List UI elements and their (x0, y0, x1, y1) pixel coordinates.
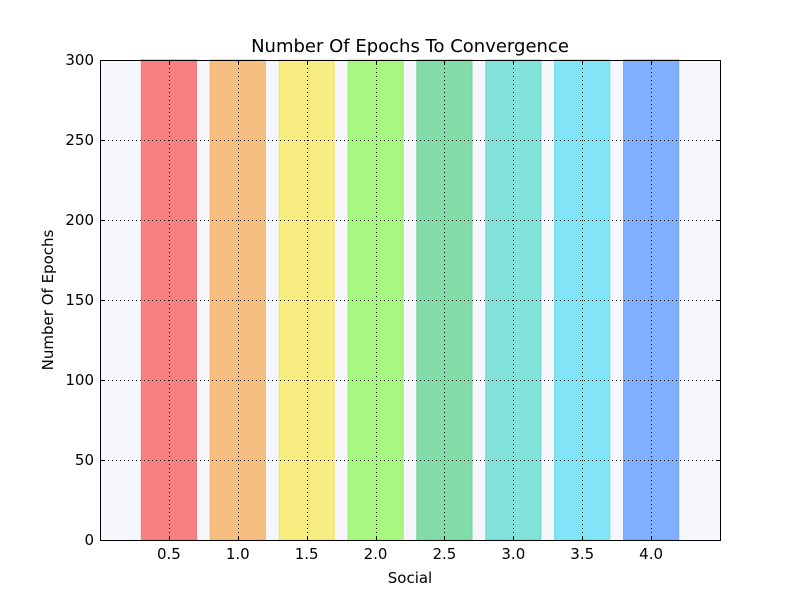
x-tick-label: 3.0 (501, 545, 525, 563)
y-tick-label: 150 (65, 291, 94, 309)
y-tick-label: 50 (75, 451, 94, 469)
bar-1.0 (209, 59, 266, 541)
x-tick-label: 2.0 (364, 545, 388, 563)
bar-1.5 (278, 59, 335, 541)
x-tick-label: 1.0 (226, 545, 250, 563)
chart-title: Number Of Epochs To Convergence (251, 36, 569, 57)
x-tick-label: 4.0 (639, 545, 663, 563)
y-tick-label: 0 (84, 531, 94, 549)
y-tick-label: 100 (65, 371, 94, 389)
y-axis-label: Number Of Epochs (39, 230, 57, 371)
x-tick-label: 2.5 (433, 545, 457, 563)
tick-labels: 0.5 1.0 1.5 2.0 2.5 3.0 3.5 4.0 0 50 100 150 200 250 3… (65, 51, 663, 563)
y-tick-label: 300 (65, 51, 94, 69)
x-tick-label: 3.5 (570, 545, 594, 563)
x-tick-label: 1.5 (295, 545, 319, 563)
y-tick-label: 200 (65, 211, 94, 229)
x-axis-label: Social (388, 569, 432, 587)
y-tick-label: 250 (65, 131, 94, 149)
axis-ticks (100, 60, 720, 541)
bar-2.0 (347, 59, 404, 541)
x-tick-label: 0.5 (157, 545, 181, 563)
